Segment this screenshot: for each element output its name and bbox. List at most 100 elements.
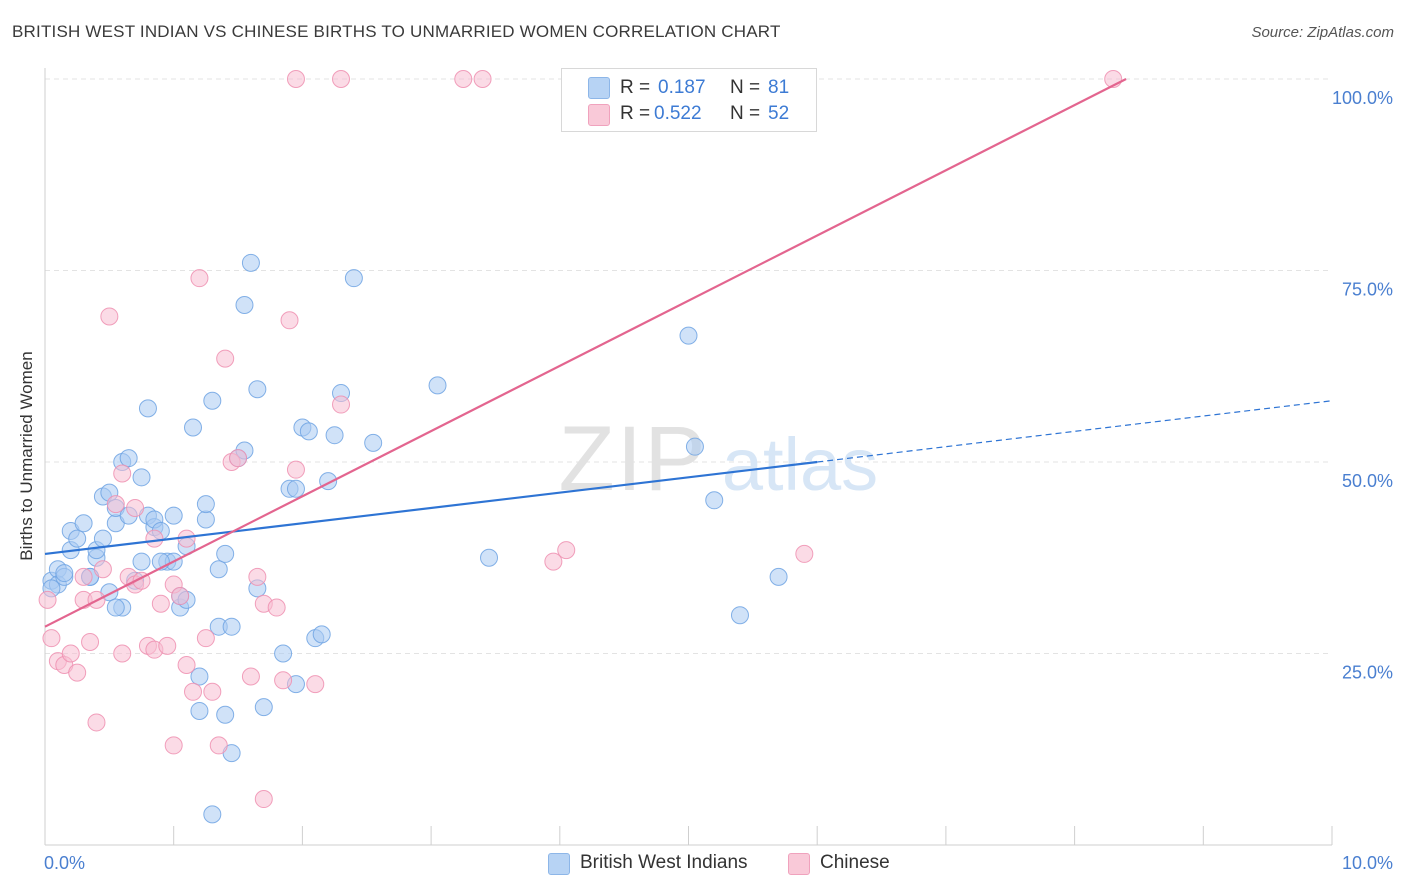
data-point xyxy=(306,675,325,694)
stats-row-british-west-indians: R = 0.187 N = 81 xyxy=(562,73,816,101)
data-point xyxy=(93,560,112,579)
data-point xyxy=(216,705,235,724)
y-tick-label: 100.0% xyxy=(1332,88,1393,108)
data-point xyxy=(113,644,132,663)
series-chinese xyxy=(38,70,1123,809)
data-point xyxy=(364,433,383,452)
data-point xyxy=(274,671,293,690)
data-point xyxy=(74,567,93,586)
x-tick-label: 10.0% xyxy=(1342,853,1393,873)
stats-r-value: 0.187 xyxy=(658,77,706,98)
data-point xyxy=(730,606,749,625)
data-point xyxy=(190,269,209,288)
data-point xyxy=(685,437,704,456)
data-point xyxy=(106,598,125,617)
data-point xyxy=(254,790,273,809)
data-point xyxy=(216,544,235,563)
data-point xyxy=(68,529,87,548)
data-point xyxy=(184,418,203,437)
data-point xyxy=(769,567,788,586)
stats-n-label: N = xyxy=(730,103,761,124)
data-point xyxy=(557,541,576,560)
data-point xyxy=(248,380,267,399)
stats-r-value: 0.522 xyxy=(654,103,702,124)
trend-lines xyxy=(44,78,1333,628)
data-point xyxy=(428,376,447,395)
stats-r-label: R = xyxy=(620,77,651,98)
data-point xyxy=(241,253,260,272)
data-point xyxy=(216,349,235,368)
data-point xyxy=(145,529,164,548)
data-point xyxy=(138,399,157,418)
data-point xyxy=(55,564,74,583)
gridlines xyxy=(45,78,1332,654)
tick-labels: 25.0% 50.0% 75.0% 100.0% 0.0% 10.0% xyxy=(44,88,1393,873)
data-point xyxy=(248,567,267,586)
data-point xyxy=(126,498,145,517)
data-point xyxy=(544,552,563,571)
data-point xyxy=(164,506,183,525)
data-point xyxy=(158,636,177,655)
data-point xyxy=(454,70,473,88)
legend-label: British West Indians xyxy=(580,852,748,873)
data-point xyxy=(61,644,80,663)
data-point xyxy=(286,479,305,498)
data-point xyxy=(473,70,492,88)
data-point xyxy=(87,713,106,732)
data-point xyxy=(332,395,351,414)
data-point xyxy=(196,495,215,514)
legend-swatch-british-west-indians xyxy=(548,853,570,875)
data-point xyxy=(222,617,241,636)
data-point xyxy=(299,422,318,441)
data-point xyxy=(196,629,215,648)
stats-n-label: N = xyxy=(730,77,761,98)
data-point xyxy=(286,460,305,479)
y-tick-label: 75.0% xyxy=(1342,280,1393,300)
chart-title: BRITISH WEST INDIAN VS CHINESE BIRTHS TO… xyxy=(12,22,781,41)
data-point xyxy=(68,663,87,682)
data-point xyxy=(679,326,698,345)
data-point xyxy=(151,594,170,613)
data-point xyxy=(81,633,100,652)
trend-line-british-west-indians xyxy=(44,460,818,556)
data-point xyxy=(325,426,344,445)
data-point xyxy=(190,667,209,686)
stats-r-label: R = xyxy=(620,103,651,124)
data-point xyxy=(203,391,222,410)
data-point xyxy=(177,655,196,674)
y-tick-label: 50.0% xyxy=(1342,471,1393,491)
trend-line-chinese xyxy=(44,78,1127,628)
stats-row-chinese: R = 0.522 N = 52 xyxy=(562,101,816,129)
axes xyxy=(44,68,1333,846)
data-point xyxy=(184,682,203,701)
stats-swatch-chinese xyxy=(588,104,610,126)
data-point xyxy=(312,625,331,644)
watermark: ZIP atlas xyxy=(558,408,878,510)
source-label: Source: ZipAtlas.com xyxy=(1251,24,1394,41)
data-point xyxy=(241,667,260,686)
data-point xyxy=(274,644,293,663)
data-point xyxy=(209,560,228,579)
data-point xyxy=(267,598,286,617)
data-point xyxy=(93,529,112,548)
data-point xyxy=(106,495,125,514)
legend-label: Chinese xyxy=(820,852,890,873)
data-point xyxy=(203,682,222,701)
trend-line-british-west-indians-extension xyxy=(817,400,1333,463)
data-point xyxy=(705,491,724,510)
data-point xyxy=(344,269,363,288)
data-point xyxy=(203,805,222,824)
y-tick-label: 25.0% xyxy=(1342,663,1393,683)
data-point xyxy=(254,698,273,717)
stats-n-value: 52 xyxy=(768,103,790,124)
data-point xyxy=(164,736,183,755)
data-point xyxy=(119,449,138,468)
data-point xyxy=(209,736,228,755)
data-point xyxy=(229,449,248,468)
stats-n-value: 81 xyxy=(768,77,790,98)
data-point xyxy=(132,468,151,487)
data-point xyxy=(74,514,93,533)
data-point xyxy=(113,464,132,483)
data-point xyxy=(100,307,119,326)
